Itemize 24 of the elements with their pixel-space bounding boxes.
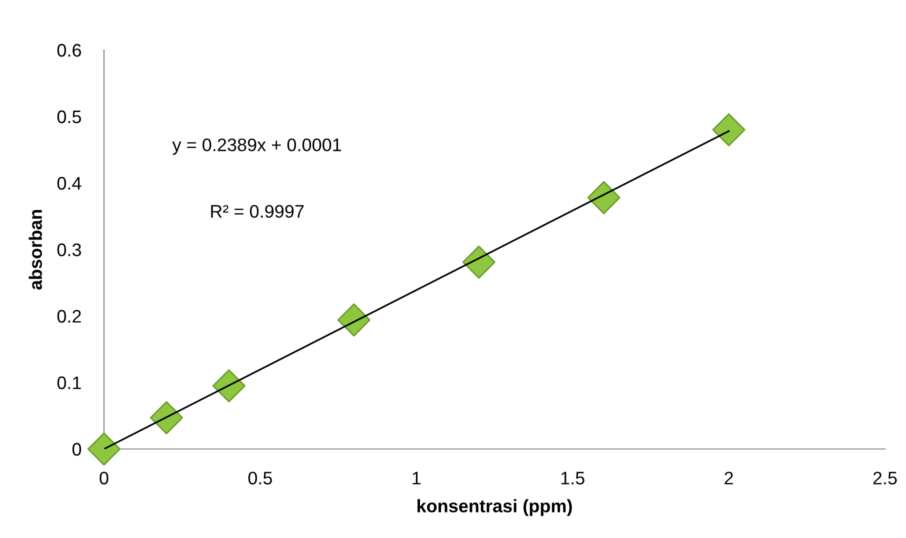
x-tick-label: 1 bbox=[412, 472, 421, 484]
x-tick-label: 0.5 bbox=[248, 472, 272, 484]
y-tick-label: 0.5 bbox=[57, 110, 82, 124]
point bbox=[462, 246, 496, 279]
y-tick-label: 0 bbox=[72, 442, 82, 456]
point bbox=[712, 113, 746, 146]
x-tick-label: 2.5 bbox=[873, 472, 897, 484]
y-tick-label: 0.2 bbox=[57, 310, 81, 323]
y-tick-label: 0.6 bbox=[57, 44, 81, 57]
x-axis-title: konsentrasi (ppm) bbox=[418, 499, 572, 516]
point bbox=[150, 401, 184, 434]
x-tick-label: 2 bbox=[724, 472, 733, 484]
point bbox=[337, 303, 370, 337]
y-tick-label: 0.4 bbox=[57, 176, 82, 190]
annotation: R² = 0.9997 bbox=[211, 204, 304, 218]
point bbox=[87, 432, 121, 466]
y-axis-title: absorban bbox=[28, 210, 42, 290]
y-tick-label: 0.1 bbox=[57, 376, 81, 390]
x-tick-label: 0 bbox=[100, 472, 108, 484]
x-tick-label: 1.5 bbox=[561, 472, 584, 484]
point bbox=[212, 369, 246, 402]
y-tick-label: 0.3 bbox=[57, 243, 81, 256]
point bbox=[587, 181, 620, 214]
annotation: y = 0.2389x + 0.0001 bbox=[172, 138, 342, 155]
